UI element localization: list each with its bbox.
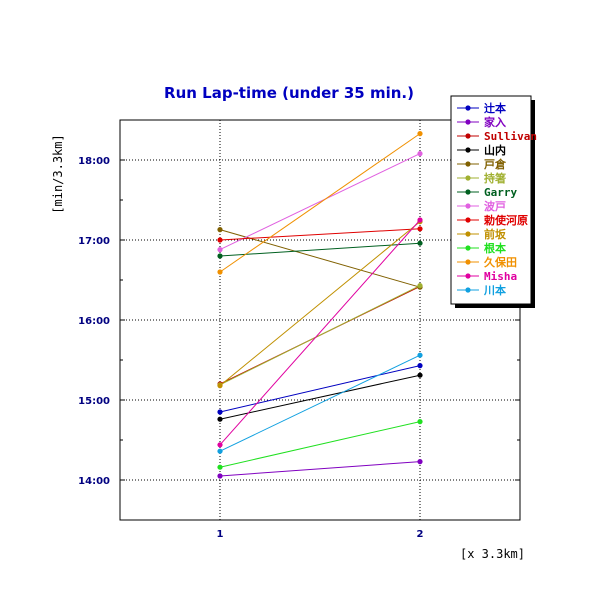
legend-entry-label: 山内 bbox=[484, 143, 506, 157]
legend-swatch-marker bbox=[465, 273, 471, 279]
legend-entry-label: Sullivan bbox=[484, 130, 537, 143]
legend-swatch-marker bbox=[465, 175, 471, 181]
series-line bbox=[219, 242, 421, 257]
x-axis-label: [x 3.3km] bbox=[460, 547, 525, 561]
legend-swatch-marker bbox=[465, 203, 471, 209]
legend-swatch-marker bbox=[465, 105, 471, 111]
x-tick-label: 2 bbox=[417, 529, 424, 540]
series-line bbox=[219, 365, 421, 413]
data-point bbox=[417, 459, 423, 465]
series-line bbox=[219, 153, 421, 251]
data-point bbox=[217, 448, 223, 454]
data-point bbox=[417, 283, 423, 289]
data-point bbox=[217, 253, 223, 259]
legend-entry-label: 戸倉 bbox=[484, 157, 507, 171]
legend-entry-label: 波戸 bbox=[484, 199, 506, 213]
series-line bbox=[219, 374, 421, 420]
legend-swatch-marker bbox=[465, 245, 471, 251]
legend-entry-label: 辻本 bbox=[484, 101, 506, 115]
data-point bbox=[217, 227, 223, 233]
series-line bbox=[219, 285, 421, 386]
series-line bbox=[219, 354, 421, 452]
series-line bbox=[219, 229, 421, 288]
legend-swatch-marker bbox=[465, 119, 471, 125]
legend: 辻本家入Sullivan山内戸倉持箸Garry波戸勅使河原前坂根本久保田Mish… bbox=[450, 95, 537, 308]
data-point bbox=[217, 473, 223, 479]
series-line bbox=[219, 228, 421, 241]
legend-swatch-marker bbox=[465, 287, 471, 293]
series-line bbox=[219, 461, 421, 477]
y-tick-label: 14:00 bbox=[78, 476, 110, 487]
legend-entry-label: 久保田 bbox=[484, 255, 517, 269]
legend-entry-label: 根本 bbox=[484, 241, 506, 255]
data-point bbox=[217, 416, 223, 422]
x-tick-label: 1 bbox=[217, 529, 224, 540]
legend-swatch-marker bbox=[465, 161, 471, 167]
legend-entry-label: Garry bbox=[484, 186, 517, 199]
y-tick-label: 17:00 bbox=[78, 236, 110, 247]
data-point bbox=[217, 464, 223, 470]
legend-swatch-marker bbox=[465, 133, 471, 139]
legend-swatch-marker bbox=[465, 189, 471, 195]
legend-entry-label: 家入 bbox=[484, 115, 506, 129]
data-point bbox=[217, 247, 223, 253]
series-line bbox=[219, 421, 421, 468]
data-point bbox=[417, 240, 423, 246]
data-point bbox=[217, 383, 223, 389]
y-tick-label: 16:00 bbox=[78, 316, 110, 327]
legend-entry-label: 川本 bbox=[483, 283, 506, 297]
y-axis-label: [min/3.3km] bbox=[51, 134, 65, 213]
data-point bbox=[417, 352, 423, 358]
data-point bbox=[217, 442, 223, 448]
y-tick-label: 18:00 bbox=[78, 156, 110, 167]
data-point bbox=[217, 237, 223, 243]
data-point bbox=[417, 363, 423, 369]
data-point bbox=[417, 217, 423, 223]
legend-box bbox=[450, 95, 532, 305]
data-point bbox=[217, 409, 223, 415]
legend-entry-label: 前坂 bbox=[484, 227, 507, 241]
data-point bbox=[417, 372, 423, 378]
legend-entry-label: 持箸 bbox=[484, 171, 506, 185]
legend-swatch-marker bbox=[465, 231, 471, 237]
chart-title: Run Lap-time (under 35 min.) bbox=[164, 84, 414, 102]
legend-swatch-marker bbox=[465, 217, 471, 223]
legend-entry-label: Misha bbox=[484, 270, 517, 283]
data-point bbox=[217, 269, 223, 275]
legend-swatch-marker bbox=[465, 259, 471, 265]
series-line bbox=[219, 219, 421, 446]
data-point bbox=[417, 226, 423, 232]
data-point bbox=[417, 131, 423, 137]
data-point bbox=[417, 419, 423, 425]
data-point bbox=[417, 151, 423, 157]
legend-swatch-marker bbox=[465, 147, 471, 153]
y-tick-label: 15:00 bbox=[78, 396, 110, 407]
legend-entry-label: 勅使河原 bbox=[483, 213, 528, 227]
series-line bbox=[219, 133, 421, 273]
series-line bbox=[219, 221, 421, 386]
